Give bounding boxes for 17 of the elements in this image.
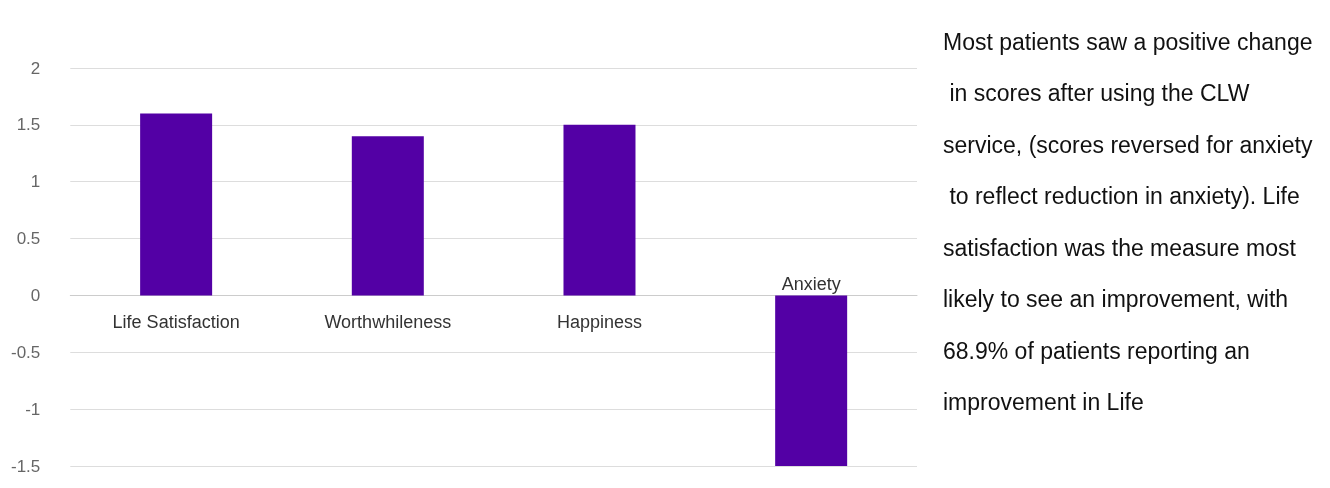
bar [775,295,848,466]
x-tick-label: Anxiety [781,274,841,295]
bar [563,124,636,296]
text: Most patients saw a positive change in scores after using the CLW service, (scores reversed for anxiety to reflect reduction in anxiety). Life satisfaction was the measure most likely to see an improvement, with 68.9% of patients reporting an improvement in Life [943,28,1313,416]
y-tick-label: 0 [30,285,41,305]
x-tick-label: Life Satisfaction [112,312,240,333]
y-tick-label: 1.5 [16,115,41,135]
bar [140,113,213,296]
y-tick-label: -0.5 [11,342,41,362]
y-tick-label: -1 [25,399,41,419]
y-tick-label: 2 [30,58,41,78]
x-tick-label: Worthwhileness [324,312,452,333]
x-tick-label: Happiness [556,312,643,333]
y-tick-label: 1 [30,172,41,192]
y-tick-label: 0.5 [16,229,41,249]
y-tick-label: -1.5 [11,456,41,476]
bar [351,136,424,296]
